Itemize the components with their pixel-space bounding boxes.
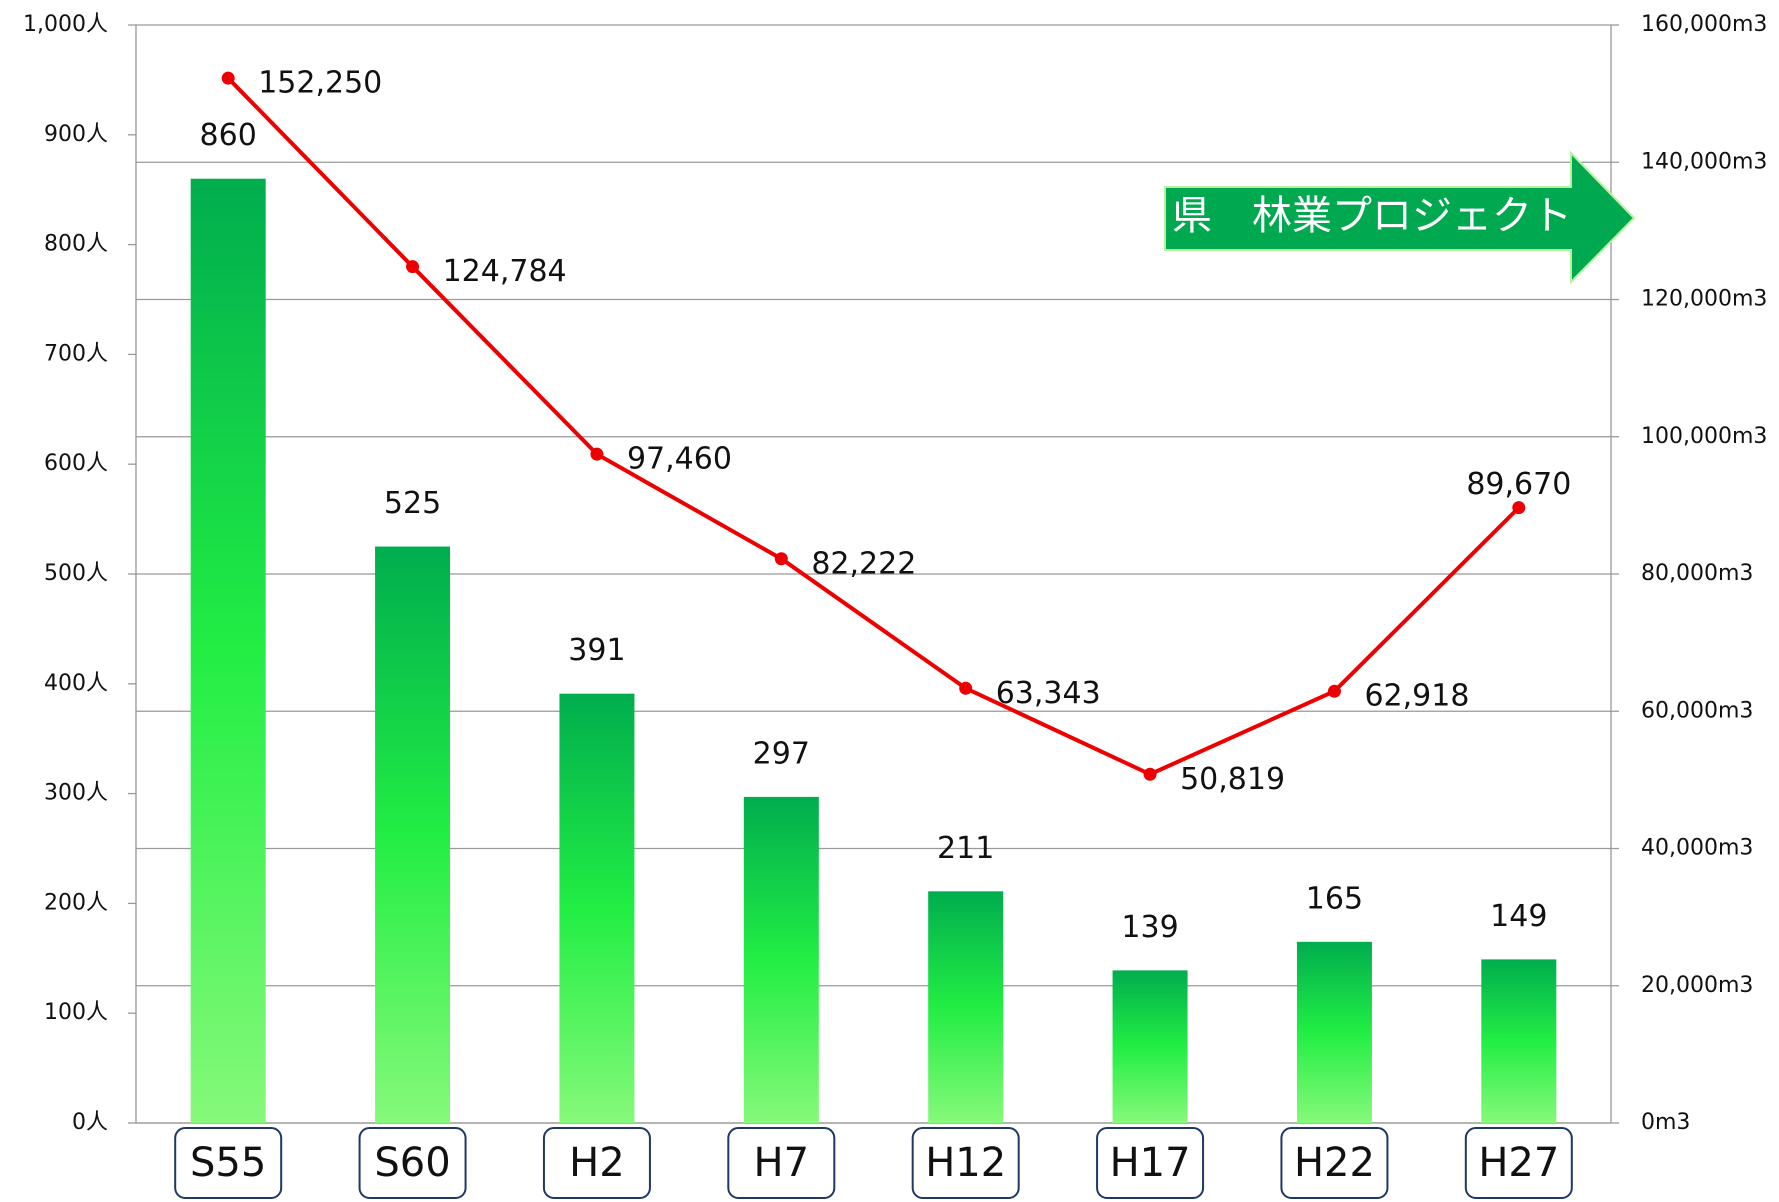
y-tick-label: 700人	[44, 341, 108, 366]
annotation-arrow: 県 林業プロジェクト	[1164, 150, 1636, 285]
x-tick-label: H2	[569, 1140, 625, 1186]
y-tick-label: 600人	[44, 451, 108, 476]
y-tick-label: 400人	[44, 671, 108, 696]
line-label: 89,670	[1466, 467, 1571, 502]
line-label: 97,460	[627, 442, 732, 477]
y2-tick-label: 40,000m3	[1641, 836, 1753, 861]
y-tick-label: 200人	[44, 890, 108, 915]
y-tick-label: 500人	[44, 561, 108, 586]
category-box	[911, 1127, 1020, 1199]
line-marker	[774, 552, 788, 566]
y2-tick-label: 160,000m3	[1641, 12, 1767, 37]
y-tick-label: 0人	[72, 1110, 108, 1135]
y2-tick-label: 120,000m3	[1641, 287, 1767, 312]
line-marker	[221, 71, 235, 85]
bar	[1112, 970, 1188, 1123]
x-tick-label: S55	[190, 1140, 266, 1186]
category-box	[1280, 1127, 1389, 1199]
category-box	[727, 1127, 836, 1199]
category-box	[358, 1127, 467, 1199]
x-tick-label: H27	[1478, 1140, 1559, 1186]
bar-label: 139	[1121, 910, 1178, 945]
y2-tick-label: 20,000m3	[1641, 973, 1753, 998]
y-tick-label: 100人	[44, 1000, 108, 1025]
category-box	[1096, 1127, 1205, 1199]
bar	[190, 178, 266, 1124]
line-label: 50,819	[1180, 762, 1285, 797]
x-tick-label: H12	[925, 1140, 1006, 1186]
line-marker	[1143, 767, 1157, 781]
y2-tick-label: 0m3	[1641, 1110, 1690, 1135]
x-tick-label: S60	[374, 1140, 450, 1186]
y2-tick-label: 140,000m3	[1641, 149, 1767, 174]
category-box	[1464, 1127, 1573, 1199]
x-tick-label: H17	[1110, 1140, 1191, 1186]
bar-label: 297	[753, 736, 810, 771]
bar-label: 165	[1306, 881, 1363, 916]
line-label: 62,918	[1364, 679, 1469, 714]
line-marker	[590, 447, 604, 461]
y-tick-label: 800人	[44, 232, 108, 257]
y2-tick-label: 60,000m3	[1641, 698, 1753, 723]
category-box	[174, 1127, 283, 1199]
line-label: 82,222	[811, 546, 916, 581]
y2-tick-label: 100,000m3	[1641, 424, 1767, 449]
y2-tick-label: 80,000m3	[1641, 561, 1753, 586]
line-marker	[1327, 684, 1341, 698]
line	[226, 76, 1521, 777]
bar	[559, 693, 635, 1123]
bar-label: 211	[937, 831, 994, 866]
x-tick-label: H22	[1294, 1140, 1375, 1186]
bar	[1296, 941, 1372, 1123]
line-marker	[406, 260, 420, 274]
bar-label: 391	[568, 633, 625, 668]
bar-label: 860	[200, 118, 257, 153]
bar	[743, 796, 819, 1123]
y-tick-label: 1,000人	[23, 12, 108, 37]
line-label: 124,784	[443, 254, 567, 289]
line-label: 152,250	[258, 66, 382, 101]
bar	[375, 546, 451, 1123]
y-tick-label: 900人	[44, 122, 108, 147]
x-tick-label: H7	[754, 1140, 810, 1186]
bar-label: 149	[1490, 899, 1547, 934]
y-tick-label: 300人	[44, 781, 108, 806]
bar-label: 525	[384, 486, 441, 521]
bar	[1481, 959, 1557, 1123]
line-marker	[959, 681, 973, 695]
annotation-text: 県 林業プロジェクト	[1172, 193, 1572, 239]
line-marker	[1512, 501, 1526, 515]
line-label: 63,343	[996, 676, 1101, 711]
category-box	[542, 1127, 651, 1199]
bar	[928, 891, 1004, 1123]
